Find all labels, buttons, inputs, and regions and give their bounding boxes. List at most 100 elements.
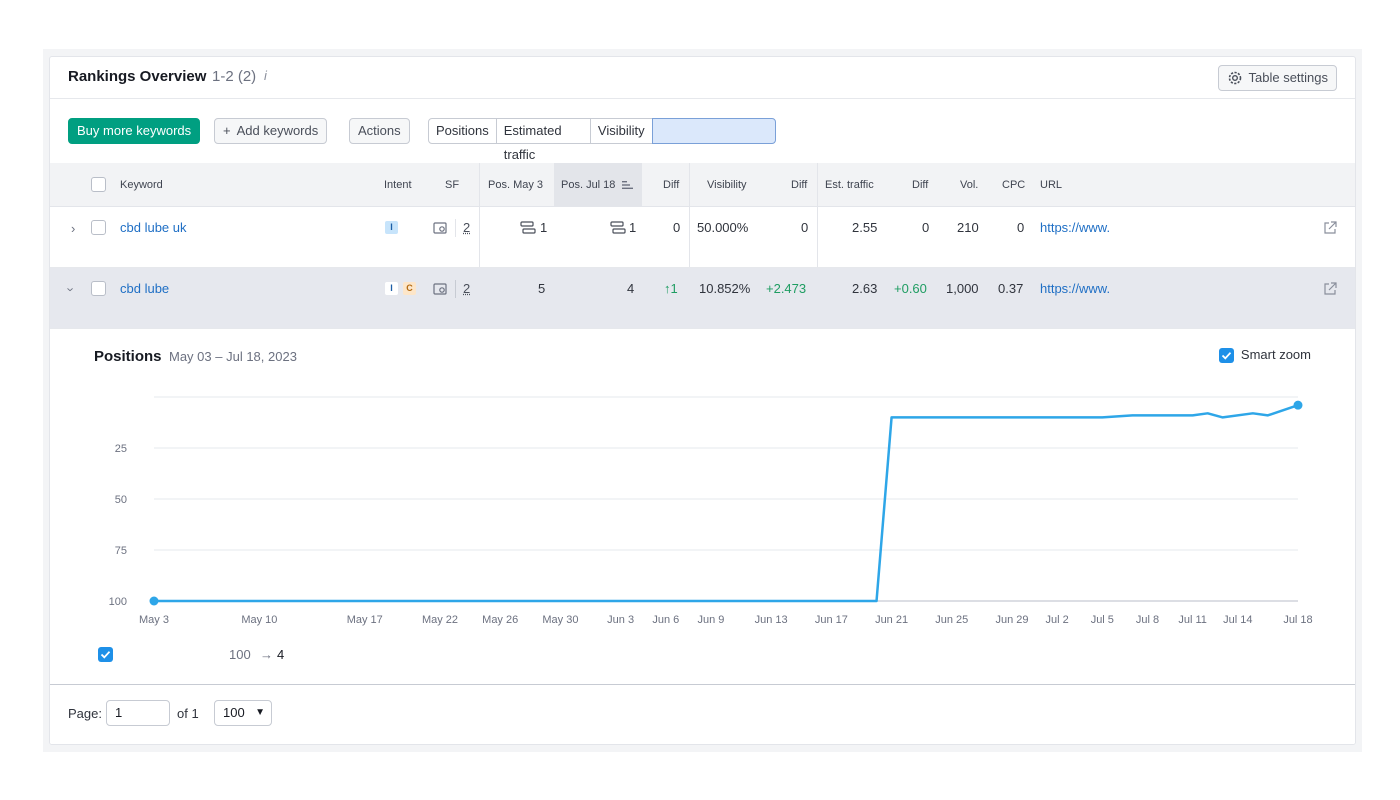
col-sf[interactable]: SF [445, 179, 460, 191]
x-tick-label: May 10 [241, 614, 277, 626]
sf-count[interactable]: 2 [463, 220, 471, 235]
x-tick-label: Jun 13 [755, 614, 788, 626]
series-start-point [149, 596, 159, 606]
diff-value: 0 [673, 220, 681, 235]
smart-zoom-toggle[interactable]: Smart zoom [1218, 347, 1311, 363]
url-link[interactable]: https://www. [1040, 281, 1111, 296]
metric-tabs: Positions Estimated traffic Visibility [428, 118, 777, 162]
col-divider [817, 163, 818, 329]
x-tick-label: Jun 25 [935, 614, 968, 626]
url-link[interactable]: https://www. [1040, 220, 1111, 235]
table-settings-button[interactable]: Table settings [1217, 65, 1337, 91]
chevron-down-icon: ▼ [255, 707, 265, 718]
page-input[interactable]: 1 [106, 700, 170, 726]
external-link-icon[interactable] [1323, 221, 1337, 235]
check-icon [100, 651, 111, 659]
col-intent[interactable]: Intent [384, 179, 412, 191]
keyword-link[interactable]: cbd lube uk [120, 220, 187, 235]
col-volume[interactable]: Vol. [960, 179, 979, 191]
series-checkbox[interactable] [98, 647, 113, 662]
tab-positions[interactable]: Positions [428, 118, 497, 144]
col-est-traffic[interactable]: Est. traffic [825, 179, 874, 191]
smart-zoom-label: Smart zoom [1240, 347, 1311, 362]
filter-input[interactable] [651, 118, 777, 144]
keyword-link[interactable]: cbd lube [120, 281, 170, 296]
x-tick-label: Jun 3 [607, 614, 634, 626]
select-all-checkbox[interactable] [91, 177, 106, 192]
buy-more-keywords-button[interactable]: Buy more keywords [68, 118, 201, 144]
cpc-value: 0.37 [998, 281, 1024, 296]
smart-zoom-checkbox[interactable] [1218, 348, 1234, 363]
legend-to-value: 4 [277, 647, 285, 662]
featured-snippet-icon [610, 221, 626, 234]
intent-badge: I [385, 282, 398, 295]
x-tick-label: Jul 8 [1136, 614, 1159, 626]
chevron-right-icon[interactable]: › [71, 221, 76, 236]
col-divider [479, 163, 480, 329]
col-pos-end-label: Pos. Jul 18 [561, 179, 616, 191]
col-cpc[interactable]: CPC [1002, 179, 1026, 191]
actions-button[interactable]: Actions [349, 118, 410, 144]
col-keyword[interactable]: Keyword [120, 179, 163, 191]
pos-start-value: 1 [540, 220, 548, 235]
sf-divider [455, 280, 456, 298]
est-traffic-value: 2.55 [852, 220, 878, 235]
y-tick-label: 75 [115, 545, 127, 557]
chevron-down-icon[interactable]: › [63, 287, 79, 292]
page-total: of 1 [177, 706, 199, 721]
col-pos-end[interactable]: Pos. Jul 18 [554, 163, 642, 207]
diff-value: ↑1 [664, 281, 678, 296]
panel-header: Rankings Overview 1-2 (2) i Table settin… [50, 57, 1355, 99]
sf-count[interactable]: 2 [463, 281, 471, 296]
legend-from-value: 100 [229, 647, 251, 662]
external-link-icon[interactable] [1323, 282, 1337, 296]
series-end-point [1293, 400, 1303, 410]
serp-features-icon[interactable] [433, 221, 447, 235]
x-tick-label: Jun 9 [697, 614, 724, 626]
col-pos-start[interactable]: Pos. May 3 [488, 179, 544, 191]
serp-features-icon[interactable] [433, 282, 447, 296]
table-header: Keyword Intent SF Pos. May 3 Pos. Jul 18… [50, 163, 1355, 207]
x-tick-label: May 22 [422, 614, 458, 626]
table-row[interactable]: › cbd lube I C 2 5 4 ↑1 10.852% +2.473 2… [50, 268, 1355, 329]
tab-estimated-traffic[interactable]: Estimated traffic [495, 118, 591, 162]
col-visibility-diff[interactable]: Diff [791, 179, 808, 191]
visibility-diff-value: +2.473 [766, 281, 807, 296]
col-visibility[interactable]: Visibility [707, 179, 747, 191]
page-size-value: 100 [223, 705, 245, 720]
x-tick-label: Jul 18 [1283, 614, 1312, 626]
intent-badge: I [385, 221, 398, 234]
gear-icon [1228, 71, 1241, 85]
sf-divider [455, 219, 456, 237]
y-tick-label: 50 [115, 494, 127, 506]
pos-end-value: 4 [627, 281, 635, 296]
add-keywords-button[interactable]: + Add keywords [214, 118, 328, 144]
tab-visibility[interactable]: Visibility [589, 118, 653, 144]
table-settings-label: Table settings [1248, 70, 1329, 85]
volume-value: 210 [957, 220, 979, 235]
est-traffic-value: 2.63 [852, 281, 878, 296]
table-row[interactable]: › cbd lube uk I 2 1 1 0 50.000% 0 2.55 0… [50, 207, 1355, 268]
check-icon [1221, 352, 1232, 360]
x-tick-label: Jul 5 [1091, 614, 1114, 626]
traffic-diff-value: +0.60 [894, 281, 927, 296]
col-diff[interactable]: Diff [663, 179, 680, 191]
col-traffic-diff[interactable]: Diff [912, 179, 929, 191]
x-tick-label: May 30 [542, 614, 578, 626]
intent-badge: C [403, 282, 416, 295]
visibility-diff-value: 0 [801, 220, 809, 235]
info-icon[interactable]: i [264, 68, 267, 83]
chart-date-range: May 03 – Jul 18, 2023 [169, 349, 297, 364]
page-size-select[interactable]: 100 ▼ [214, 700, 272, 726]
arrow-right-icon: → [260, 647, 273, 662]
row-checkbox[interactable] [91, 220, 106, 235]
col-divider [689, 163, 690, 329]
chart-title: Positions [94, 348, 162, 365]
col-url[interactable]: URL [1040, 179, 1063, 191]
cpc-value: 0 [1017, 220, 1025, 235]
row-checkbox[interactable] [91, 281, 106, 296]
result-range: 1-2 (2) [212, 68, 257, 85]
rankings-panel: Rankings Overview 1-2 (2) i Table settin… [49, 56, 1356, 745]
featured-snippet-icon [520, 221, 536, 234]
x-tick-label: Jul 11 [1178, 614, 1207, 626]
